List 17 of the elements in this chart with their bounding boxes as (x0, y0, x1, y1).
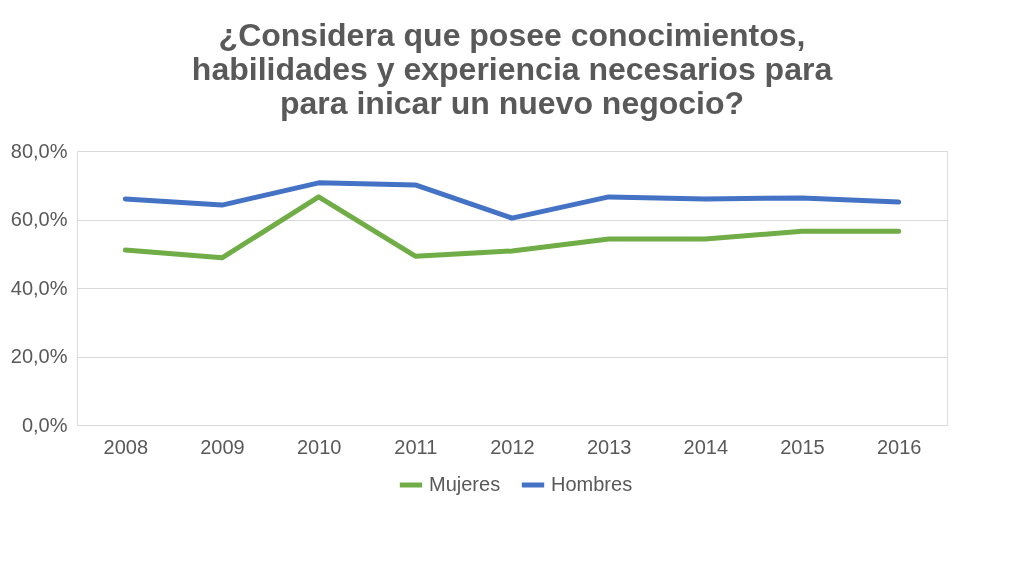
x-tick-label: 2016 (876, 435, 922, 458)
x-tick-label: 2009 (200, 435, 245, 458)
x-tick-label: 2010 (296, 435, 342, 458)
legend-label: Hombres (551, 473, 633, 495)
x-tick-label: 2008 (103, 435, 149, 458)
legend-label: Mujeres (429, 473, 501, 495)
x-tick-label: 2013 (586, 435, 632, 458)
x-tick-label: 2015 (780, 435, 825, 458)
chart-title: ¿Considera que posee conocimientos, habilidades y experiencia necesarios para para inicar un nuevo negocio? (191, 17, 833, 121)
x-tick-label: 2011 (394, 435, 438, 458)
y-tick-label: 0,0% (21, 413, 68, 436)
y-tick-label: 80,0% (10, 139, 68, 162)
x-tick-label: 2014 (683, 435, 729, 458)
y-tick-label: 40,0% (10, 276, 68, 299)
y-tick-label: 20,0% (10, 345, 68, 367)
y-tick-label: 60,0% (10, 208, 68, 230)
x-tick-label: 2012 (490, 435, 535, 458)
